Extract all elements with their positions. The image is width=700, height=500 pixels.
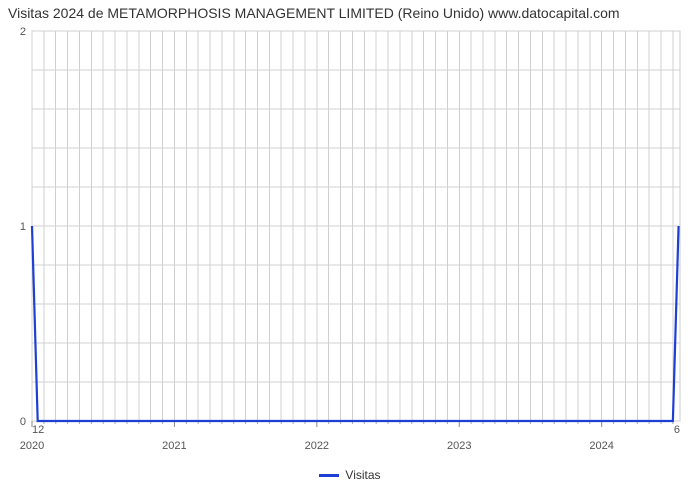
chart-svg: 01220202021202220232024126	[0, 23, 700, 463]
svg-text:6: 6	[674, 424, 680, 436]
line-chart: 01220202021202220232024126	[0, 23, 700, 463]
svg-text:12: 12	[32, 424, 44, 436]
chart-title: Visitas 2024 de METAMORPHOSIS MANAGEMENT…	[0, 0, 700, 23]
svg-text:1: 1	[20, 221, 26, 233]
svg-text:2021: 2021	[162, 440, 186, 452]
svg-text:2020: 2020	[20, 440, 44, 452]
legend-label: Visitas	[345, 468, 380, 482]
legend: Visitas	[0, 463, 700, 487]
svg-text:2: 2	[20, 26, 26, 38]
svg-text:2022: 2022	[305, 440, 329, 452]
legend-swatch	[319, 474, 339, 477]
svg-text:2023: 2023	[447, 440, 471, 452]
svg-text:0: 0	[20, 416, 26, 428]
svg-text:2024: 2024	[589, 440, 613, 452]
